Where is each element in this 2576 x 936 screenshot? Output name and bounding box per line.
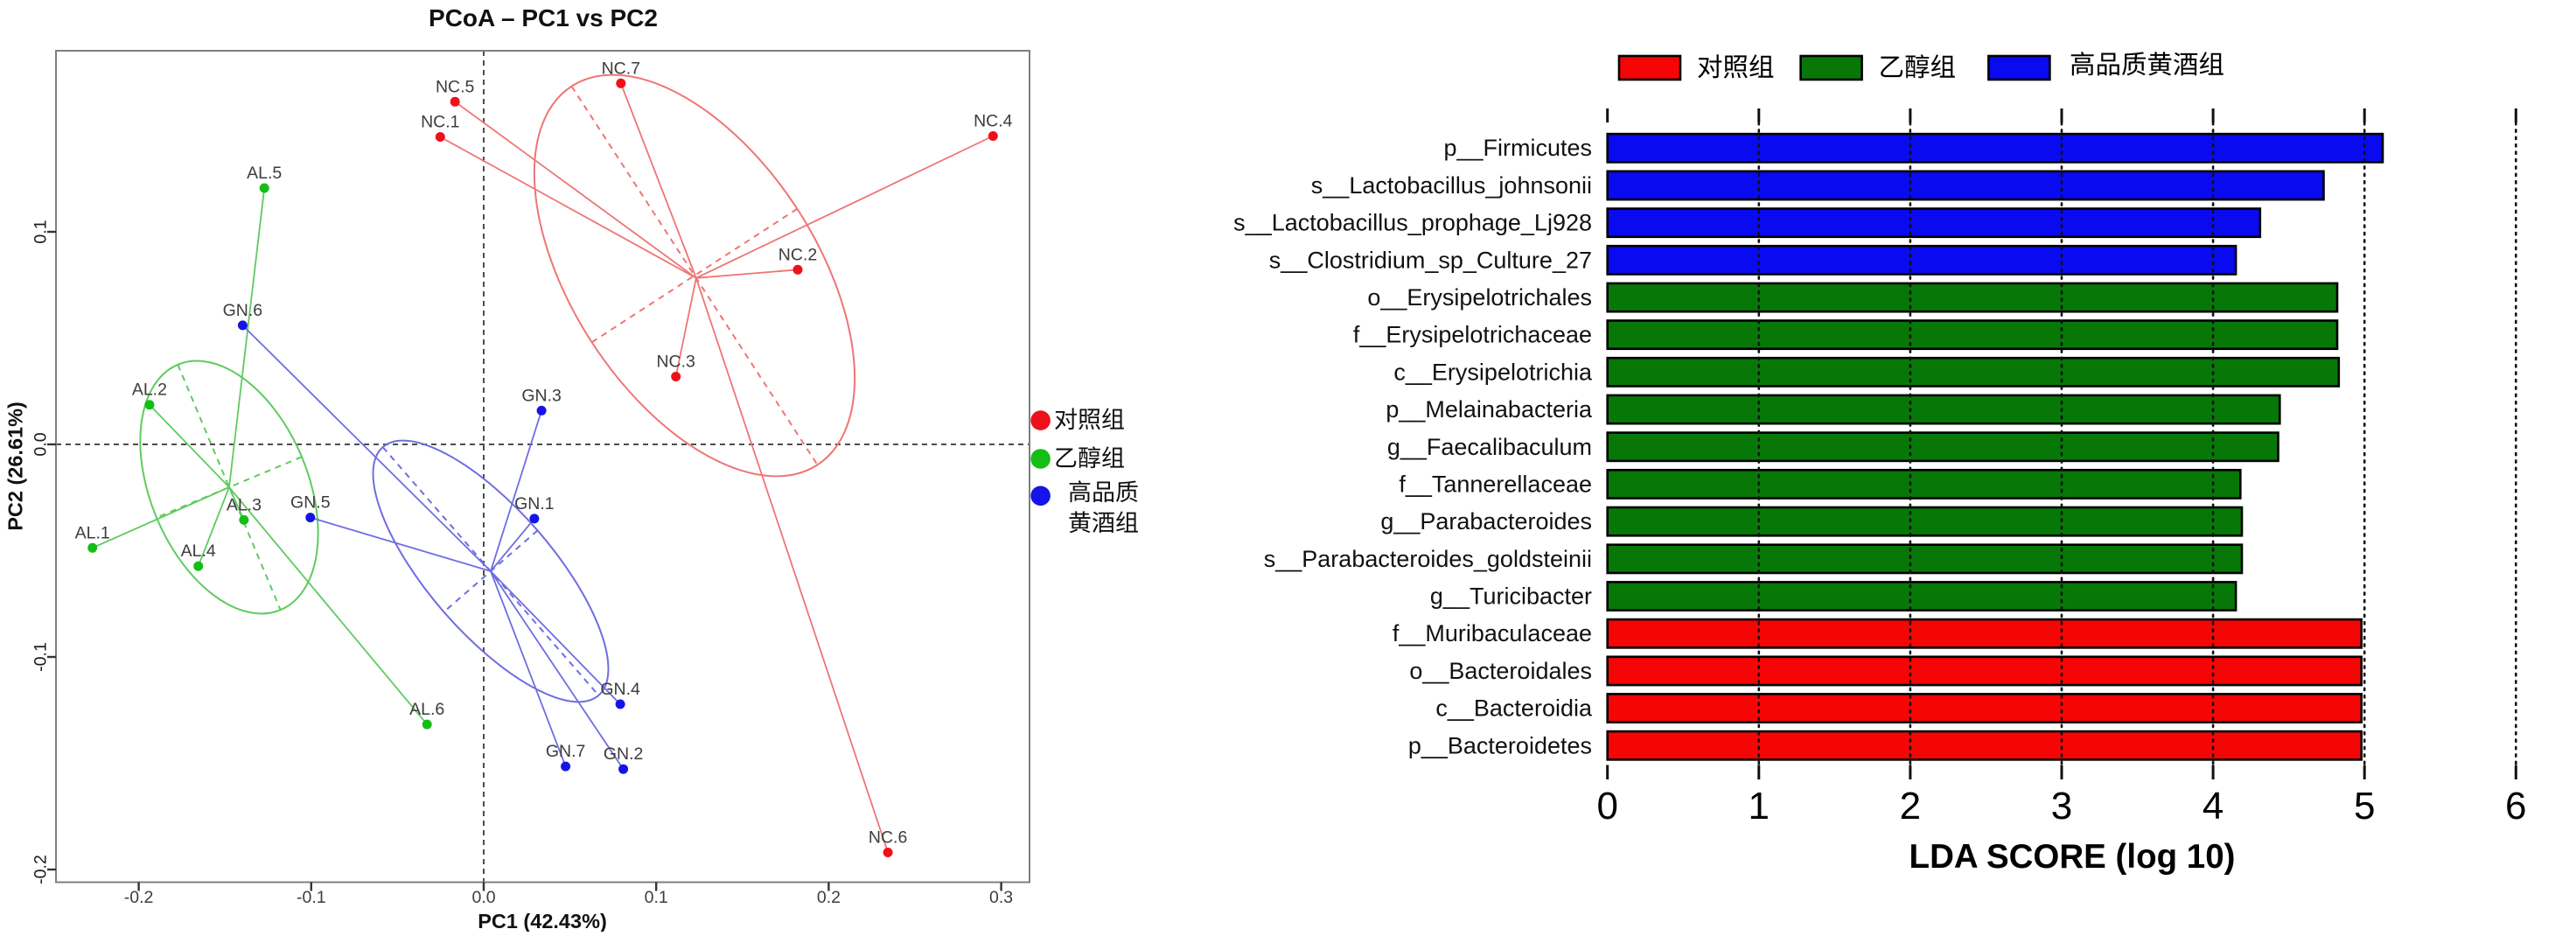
- svg-text:NC.7: NC.7: [602, 59, 640, 78]
- svg-text:0.0: 0.0: [31, 432, 51, 456]
- svg-text:f__Tannerellaceae: f__Tannerellaceae: [1399, 471, 1592, 498]
- svg-text:AL.3: AL.3: [227, 495, 262, 514]
- svg-text:GN.7: GN.7: [546, 742, 586, 761]
- svg-text:PC2 (26.61%): PC2 (26.61%): [4, 402, 27, 531]
- svg-text:o__Bacteroidales: o__Bacteroidales: [1409, 658, 1592, 684]
- svg-text:NC.2: NC.2: [778, 245, 817, 264]
- svg-text:0.1: 0.1: [31, 220, 51, 243]
- svg-text:AL.5: AL.5: [247, 164, 282, 183]
- svg-text:g__Turicibacter: g__Turicibacter: [1430, 583, 1592, 610]
- svg-text:GN.4: GN.4: [600, 680, 640, 699]
- svg-text:1: 1: [1749, 785, 1770, 828]
- svg-text:NC.4: NC.4: [974, 112, 1013, 131]
- svg-text:LDA SCORE (log 10): LDA SCORE (log 10): [1909, 838, 2236, 876]
- svg-text:GN.5: GN.5: [290, 493, 331, 513]
- svg-text:c__Erysipelotrichia: c__Erysipelotrichia: [1393, 359, 1593, 385]
- svg-text:g__Faecalibaculum: g__Faecalibaculum: [1387, 434, 1592, 460]
- svg-text:s__Parabacteroides_goldsteinii: s__Parabacteroides_goldsteinii: [1264, 546, 1592, 572]
- svg-text:AL.1: AL.1: [75, 523, 110, 542]
- svg-text:p__Bacteroidetes: p__Bacteroidetes: [1408, 732, 1592, 758]
- svg-text:o__Erysipelotrichales: o__Erysipelotrichales: [1367, 284, 1592, 311]
- svg-text:s__Lactobacillus_prophage_Lj92: s__Lactobacillus_prophage_Lj928: [1233, 210, 1592, 236]
- svg-text:0.3: 0.3: [989, 888, 1013, 907]
- svg-text:-0.1: -0.1: [31, 642, 51, 672]
- svg-text:c__Bacteroidia: c__Bacteroidia: [1435, 695, 1593, 722]
- svg-text:AL.4: AL.4: [181, 541, 216, 561]
- svg-text:2: 2: [1900, 785, 1921, 828]
- svg-text:PCoA – PC1 vs PC2: PCoA – PC1 vs PC2: [429, 4, 658, 31]
- svg-text:0.1: 0.1: [645, 888, 668, 907]
- svg-text:s__Lactobacillus_johnsonii: s__Lactobacillus_johnsonii: [1311, 172, 1592, 199]
- svg-text:3: 3: [2051, 785, 2072, 828]
- svg-text:GN.6: GN.6: [223, 301, 263, 320]
- svg-text:s__Clostridium_sp_Culture_27: s__Clostridium_sp_Culture_27: [1269, 247, 1592, 273]
- svg-text:NC.1: NC.1: [421, 113, 459, 132]
- svg-text:0.2: 0.2: [817, 888, 841, 907]
- svg-text:GN.2: GN.2: [604, 744, 644, 764]
- svg-text:AL.6: AL.6: [409, 700, 444, 719]
- svg-text:f__Erysipelotrichaceae: f__Erysipelotrichaceae: [1353, 322, 1592, 348]
- svg-text:-0.2: -0.2: [124, 888, 154, 907]
- svg-text:PC1 (42.43%): PC1 (42.43%): [478, 910, 607, 932]
- svg-text:p__Firmicutes: p__Firmicutes: [1443, 135, 1592, 161]
- svg-text:f__Muribaculaceae: f__Muribaculaceae: [1393, 620, 1592, 646]
- svg-text:NC.6: NC.6: [869, 828, 907, 848]
- svg-text:0.0: 0.0: [471, 888, 495, 907]
- svg-text:5: 5: [2354, 785, 2375, 828]
- svg-text:p__Melainabacteria: p__Melainabacteria: [1386, 396, 1593, 423]
- svg-text:NC.3: NC.3: [656, 353, 695, 372]
- svg-text:-0.1: -0.1: [297, 888, 326, 907]
- svg-text:-0.2: -0.2: [31, 855, 51, 884]
- svg-text:6: 6: [2505, 785, 2526, 828]
- svg-text:0: 0: [1596, 785, 1617, 828]
- svg-text:g__Parabacteroides: g__Parabacteroides: [1380, 508, 1592, 534]
- svg-text:AL.2: AL.2: [132, 381, 167, 400]
- svg-text:GN.1: GN.1: [514, 494, 555, 513]
- svg-text:NC.5: NC.5: [436, 77, 475, 96]
- svg-text:GN.3: GN.3: [521, 386, 562, 405]
- svg-text:4: 4: [2203, 785, 2223, 828]
